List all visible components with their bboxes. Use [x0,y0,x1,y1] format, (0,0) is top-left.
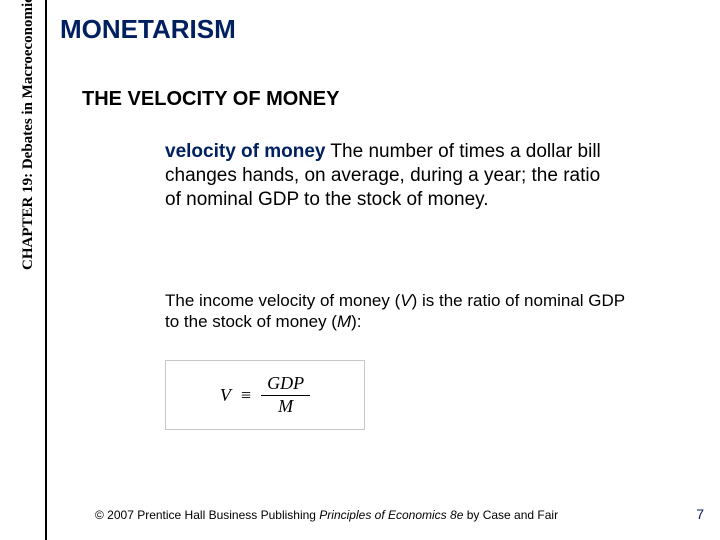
para-pre: The income velocity of money ( [165,291,400,310]
equation-fraction: GDP M [261,374,310,417]
slide-title: MONETARISM [60,14,236,45]
explanation-paragraph: The income velocity of money (V) is the … [165,290,625,333]
footer-copyright: © 2007 Prentice Hall Business Publishing [95,508,319,522]
footer-book: Principles of Economics 8e [319,508,466,522]
para-var2: M [337,312,351,331]
section-subtitle: THE VELOCITY OF MONEY [82,88,339,111]
equation-box: V ≡ GDP M [165,360,365,430]
definition-block: velocity of money The number of times a … [165,140,615,211]
para-var1: V [400,291,411,310]
page-number: 7 [696,506,704,522]
chapter-sidebar: CHAPTER 19: Debates in Macroeconomics: M… [20,0,37,270]
footer: © 2007 Prentice Hall Business Publishing… [95,508,655,522]
equation: V ≡ GDP M [220,374,310,417]
footer-authors: by Case and Fair [467,508,558,522]
para-post: ): [351,312,361,331]
slide: CHAPTER 19: Debates in Macroeconomics: M… [0,0,720,540]
equation-lhs: V [220,385,231,406]
vertical-rule [45,0,47,540]
equation-denominator: M [261,396,310,417]
equation-numerator: GDP [261,374,310,396]
definition-term: velocity of money [165,141,326,162]
equation-identity-symbol: ≡ [241,385,251,406]
